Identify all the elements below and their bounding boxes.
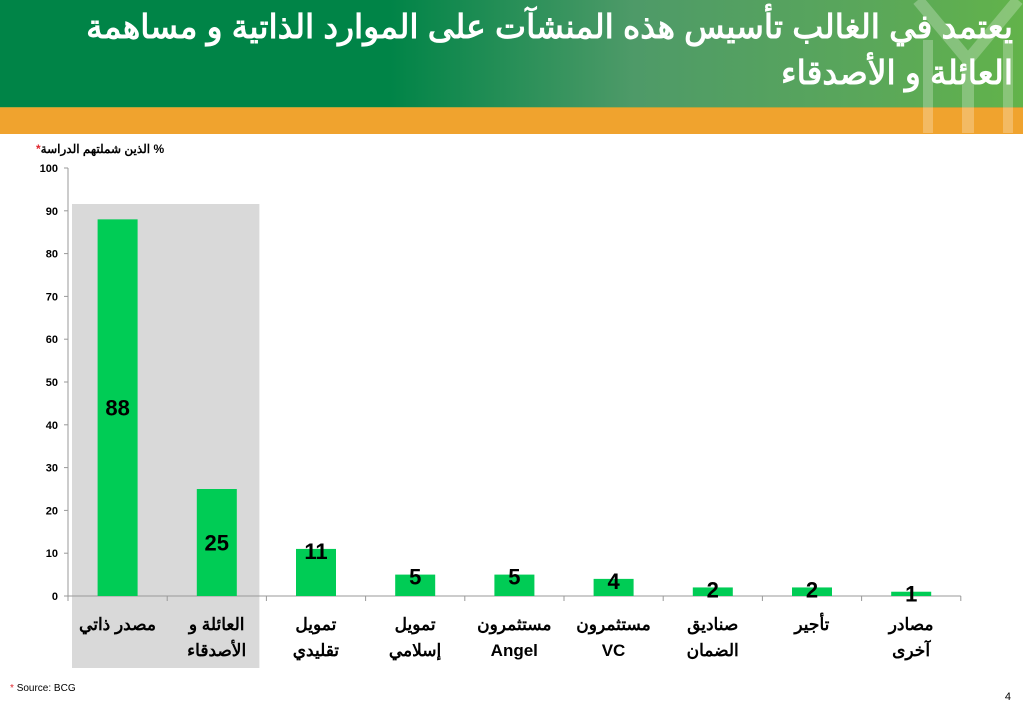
y-tick-label: 10 <box>46 548 58 560</box>
y-tick-label: 0 <box>52 591 58 603</box>
y-tick-label: 50 <box>46 377 58 389</box>
header-banner <box>0 0 1023 107</box>
asterisk: * <box>10 683 14 694</box>
data-label: 5 <box>508 565 520 590</box>
category-label-line: مصادر <box>888 615 934 634</box>
y-tick-label: 60 <box>46 334 58 346</box>
data-label: 1 <box>905 582 917 607</box>
bar <box>792 587 832 596</box>
category-label: مستثمرون VC <box>564 612 663 664</box>
source-note: * Source: BCG <box>10 683 76 694</box>
data-label: 88 <box>105 396 129 421</box>
bar <box>593 578 634 596</box>
y-tick-label: 90 <box>46 206 58 218</box>
category-label-line: تمويل <box>295 615 337 634</box>
y-axis-label: % الذين شملتهم الدراسة* <box>36 142 164 156</box>
category-label: صناديق الضمان <box>663 612 762 664</box>
data-label: 11 <box>304 539 327 564</box>
source-text: Source: BCG <box>16 683 76 694</box>
data-label: 25 <box>205 531 229 556</box>
category-label-line: الضمان <box>686 641 739 660</box>
y-tick-label: 80 <box>46 249 58 261</box>
category-label-line: VC <box>601 641 626 660</box>
category-label-line: العائلة و <box>188 615 245 634</box>
y-tick-label: 70 <box>46 291 58 303</box>
page-title: يعتمد في الغالب تأسيس هذه المنشآت على ال… <box>86 8 1013 91</box>
category-label-line: إسلامي <box>388 641 442 660</box>
category-label: تأجير <box>762 612 861 638</box>
data-label: 2 <box>806 577 818 602</box>
logo-watermark <box>913 0 1023 133</box>
category-label-line: صناديق <box>687 615 739 634</box>
data-label: 2 <box>707 577 719 602</box>
category-label: مصدر ذاتي <box>68 612 167 638</box>
category-label: مستثمرون Angel <box>465 612 564 664</box>
category-label-line: مستثمرون <box>576 615 651 634</box>
category-label-line: Angel <box>490 641 538 660</box>
category-label-line: تأجير <box>794 615 830 634</box>
bar <box>692 587 733 596</box>
bar <box>395 574 436 596</box>
bar <box>296 548 336 596</box>
y-axis-label-text: % الذين شملتهم الدراسة <box>40 142 165 156</box>
bar <box>494 574 535 596</box>
orange-band <box>0 107 1023 134</box>
category-label: تمويل تقليدي <box>266 612 365 664</box>
data-label: 5 <box>409 565 421 590</box>
y-tick-label: 100 <box>40 163 58 175</box>
y-tick-label: 20 <box>46 505 58 517</box>
y-tick-label: 30 <box>46 463 58 475</box>
asterisk: * <box>36 142 41 156</box>
category-label-line: تقليدي <box>292 641 340 660</box>
category-label-line: آخرى <box>892 641 931 660</box>
category-label: العائلة و الأصدقاء <box>167 612 266 664</box>
data-label: 4 <box>607 569 620 594</box>
bar <box>97 219 138 597</box>
category-label: تمويل إسلامي <box>366 612 465 664</box>
category-label-line: الأصدقاء <box>187 641 247 660</box>
bar <box>891 591 932 596</box>
category-label-line: تمويل <box>394 615 436 634</box>
bar <box>196 489 237 596</box>
category-label-line: مستثمرون <box>477 615 552 634</box>
y-tick-label: 40 <box>46 420 58 432</box>
page-number: 4 <box>1004 691 1011 703</box>
category-label: مصادر آخرى <box>862 612 961 664</box>
category-label-line: مصدر ذاتي <box>79 615 156 634</box>
